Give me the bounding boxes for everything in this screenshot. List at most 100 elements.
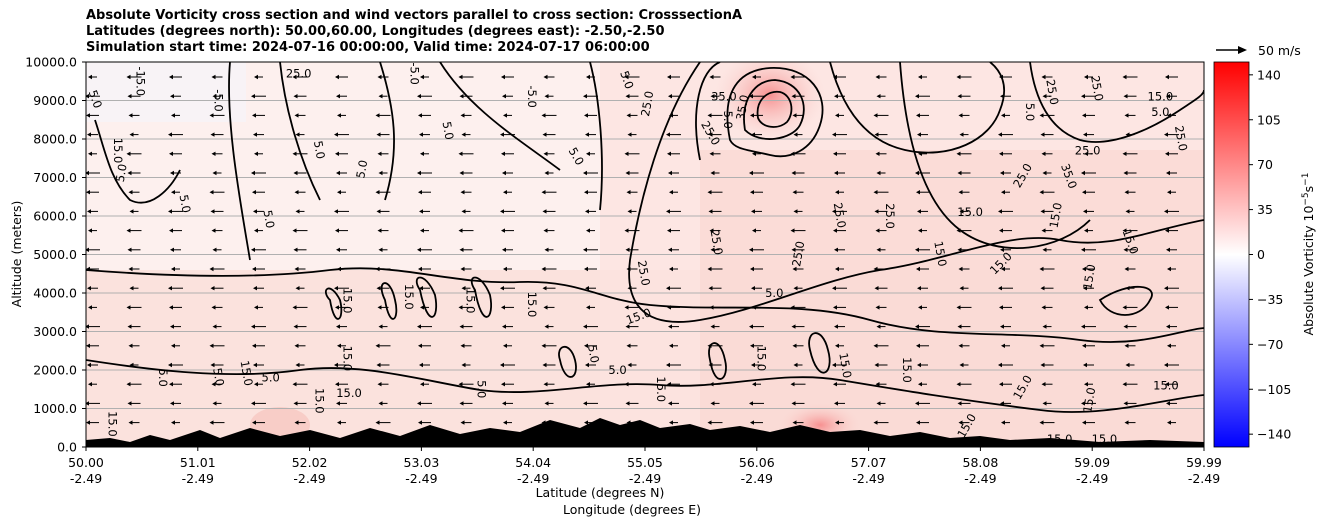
wind-vector <box>458 382 474 387</box>
contour-label: 5.0 <box>608 363 626 377</box>
wind-vector <box>168 286 183 291</box>
wind-vector <box>666 286 681 291</box>
wind-vector <box>543 382 555 387</box>
wind-vector <box>418 266 431 272</box>
contour-label: 15.0 <box>402 284 416 310</box>
wind-vector <box>915 170 930 176</box>
colorbar-gradient <box>1213 61 1250 448</box>
wind-vector <box>918 228 927 233</box>
wind-vector <box>212 401 222 406</box>
wind-vector <box>917 132 928 137</box>
wind-vector <box>791 170 805 176</box>
wind-vector <box>1164 209 1179 214</box>
wind-vector <box>209 420 225 425</box>
x-tick-label-lat: 58.08 <box>963 455 999 470</box>
wind-vector <box>418 343 431 348</box>
wind-vector <box>1123 94 1137 99</box>
contour-label: 25.0 <box>831 201 849 229</box>
wind-vector <box>792 190 804 195</box>
wind-vector <box>209 190 225 195</box>
wind-vector <box>916 266 929 272</box>
wind-vector <box>873 343 889 348</box>
terrain <box>86 418 1204 447</box>
contour-label: 15.0 <box>1047 201 1065 229</box>
wind-vector <box>708 132 722 137</box>
wind-vector <box>832 209 847 214</box>
wind-vector <box>295 286 305 291</box>
colorbar: 140 105 70 35 0 −35 −70 −105 −140 Absolute Vorti… <box>1213 61 1316 448</box>
wind-vector <box>459 324 473 329</box>
wind-vector <box>669 420 678 425</box>
wind-vector <box>835 266 844 272</box>
wind-vector <box>917 209 928 214</box>
wind-vector <box>956 382 972 387</box>
wind-vector <box>170 324 181 329</box>
quiver-key-label: 50 m/s <box>1258 43 1301 58</box>
wind-vector <box>128 113 140 118</box>
wind-vector <box>1125 362 1135 368</box>
wind-vector <box>128 190 140 195</box>
wind-vector <box>835 420 844 425</box>
wind-vector <box>916 343 929 348</box>
wind-vector <box>377 382 389 387</box>
x-tick-label-lat: 57.07 <box>851 455 887 470</box>
contour-label: 5.0 <box>156 369 170 387</box>
wind-vector <box>585 132 596 137</box>
wind-vector <box>1124 113 1136 118</box>
wind-vector <box>541 343 557 348</box>
wind-vector <box>460 113 472 118</box>
wind-vector <box>211 382 223 387</box>
wind-vector <box>253 362 264 368</box>
wind-vector <box>126 228 142 233</box>
wind-vector <box>876 94 886 99</box>
wind-vector <box>1082 266 1095 272</box>
wind-vector <box>959 132 969 137</box>
wind-vector <box>875 305 887 310</box>
wind-vector <box>500 209 515 214</box>
wind-vector <box>709 151 721 156</box>
y-axis-label: Altitude (meters) <box>9 201 24 308</box>
wind-vector <box>751 362 762 368</box>
wind-vector <box>1081 94 1096 99</box>
x-axis-label-latitude: Latitude (degrees N) <box>536 485 665 500</box>
wind-vector <box>669 190 678 195</box>
wind-vector <box>335 228 348 233</box>
wind-vector <box>915 247 930 252</box>
wind-vector <box>666 209 681 214</box>
wind-vector <box>667 74 680 80</box>
wind-vector <box>585 209 596 214</box>
wind-vector <box>1001 190 1010 195</box>
wind-vector <box>461 209 471 214</box>
wind-vector <box>210 286 224 291</box>
wind-vector <box>418 420 431 425</box>
wind-vector <box>542 286 556 291</box>
wind-vector <box>86 401 100 406</box>
y-tick-label: 10000.0 <box>25 55 77 70</box>
wind-vector <box>957 170 971 176</box>
wind-vector <box>834 401 845 406</box>
wind-vector <box>419 209 430 214</box>
contour-label: 25.0 <box>635 259 653 287</box>
wind-vector <box>957 94 971 99</box>
chart-title: Absolute Vorticity cross section and win… <box>86 8 742 56</box>
wind-vector <box>583 247 598 252</box>
wind-vector <box>375 343 391 348</box>
wind-vector <box>292 228 308 233</box>
y-tick-label: 9000.0 <box>33 93 77 108</box>
wind-vector <box>917 286 928 291</box>
wind-vector <box>169 228 182 233</box>
wind-vector <box>668 401 679 406</box>
wind-vector <box>1123 247 1137 252</box>
wind-vector <box>915 324 930 329</box>
wind-vector <box>750 420 763 425</box>
wind-vector <box>750 190 763 195</box>
contour-label: 15.0 <box>1153 378 1179 392</box>
wind-vector <box>1122 151 1138 156</box>
contour-label: 25.0 <box>708 228 726 256</box>
wind-vector <box>874 362 888 368</box>
wind-vector <box>87 286 98 291</box>
wind-vector <box>1082 190 1095 195</box>
contour-label: 5.0 <box>311 140 328 160</box>
wind-vector <box>751 286 762 291</box>
contour-label: -5.0 <box>408 62 422 84</box>
